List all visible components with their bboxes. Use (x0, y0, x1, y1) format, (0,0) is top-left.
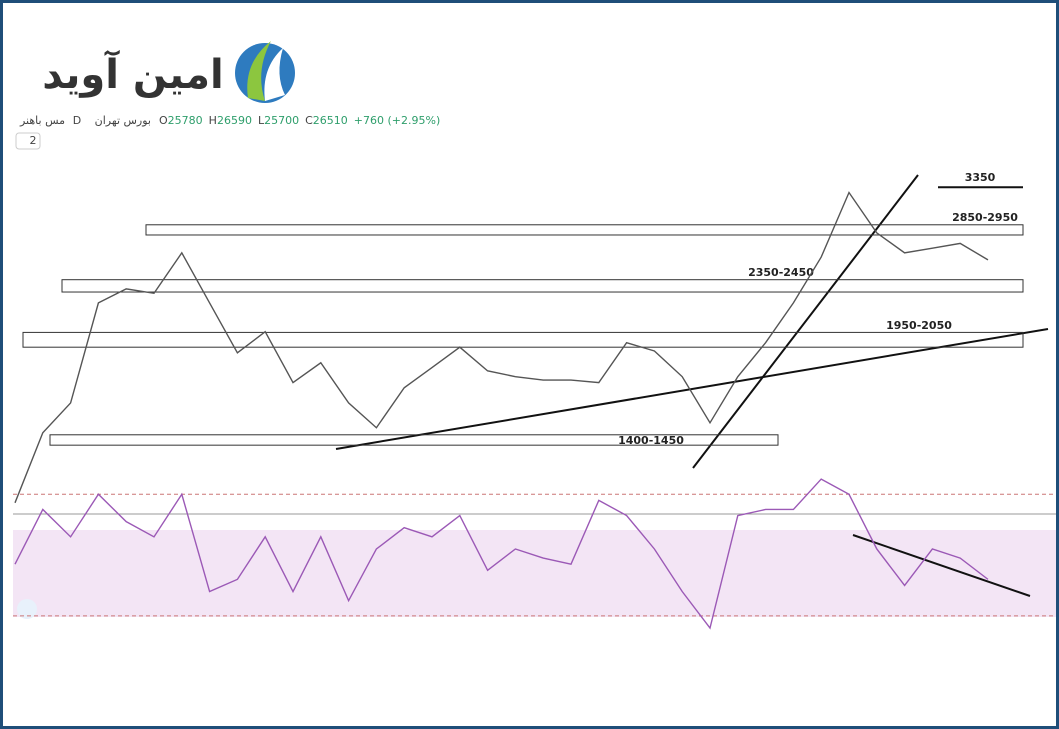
level-label: 3350 (965, 171, 996, 184)
zone-label: 1950-2050 (886, 319, 952, 332)
zone (22, 331, 1024, 348)
trendline (335, 328, 1049, 450)
indicator-count[interactable]: 2 (30, 134, 37, 147)
ohlc-value: 26510 (313, 114, 348, 127)
ohlc-value: 25780 (168, 114, 203, 127)
zone (145, 224, 1024, 236)
zone-label: 2850-2950 (952, 211, 1018, 224)
change: +760 (+2.95%) (354, 114, 440, 127)
symbol: مس باهنر (19, 114, 65, 127)
zone (61, 279, 1024, 293)
zone (49, 434, 779, 446)
collapse-button[interactable] (15, 132, 41, 150)
trendline (852, 534, 1031, 597)
ohlc-key: C (305, 114, 313, 127)
rsi-band (13, 530, 1056, 617)
logo-icon (235, 41, 295, 103)
interval: D (73, 114, 81, 127)
price-line (14, 191, 989, 504)
ohlc-key: L (258, 114, 265, 127)
logo-text: امین آوید (42, 49, 223, 98)
zone-label: 2350-2450 (748, 266, 814, 279)
ohlc-key: H (209, 114, 217, 127)
chart: امین آوید مس باهنر D بورس تهران O25780 H2… (13, 41, 1056, 630)
ohlc-value: 26590 (217, 114, 252, 127)
exchange: بورس تهران (95, 114, 151, 127)
ohlc: O25780 H26590 L25700 C26510 +760 (+2.95%) (159, 114, 440, 127)
app-icon[interactable] (17, 599, 37, 619)
ohlc-key: O (159, 114, 168, 127)
trendline (692, 174, 919, 469)
zone-label: 1400-1450 (618, 434, 684, 447)
ohlc-value: 25700 (264, 114, 299, 127)
rsi-line (14, 478, 989, 630)
